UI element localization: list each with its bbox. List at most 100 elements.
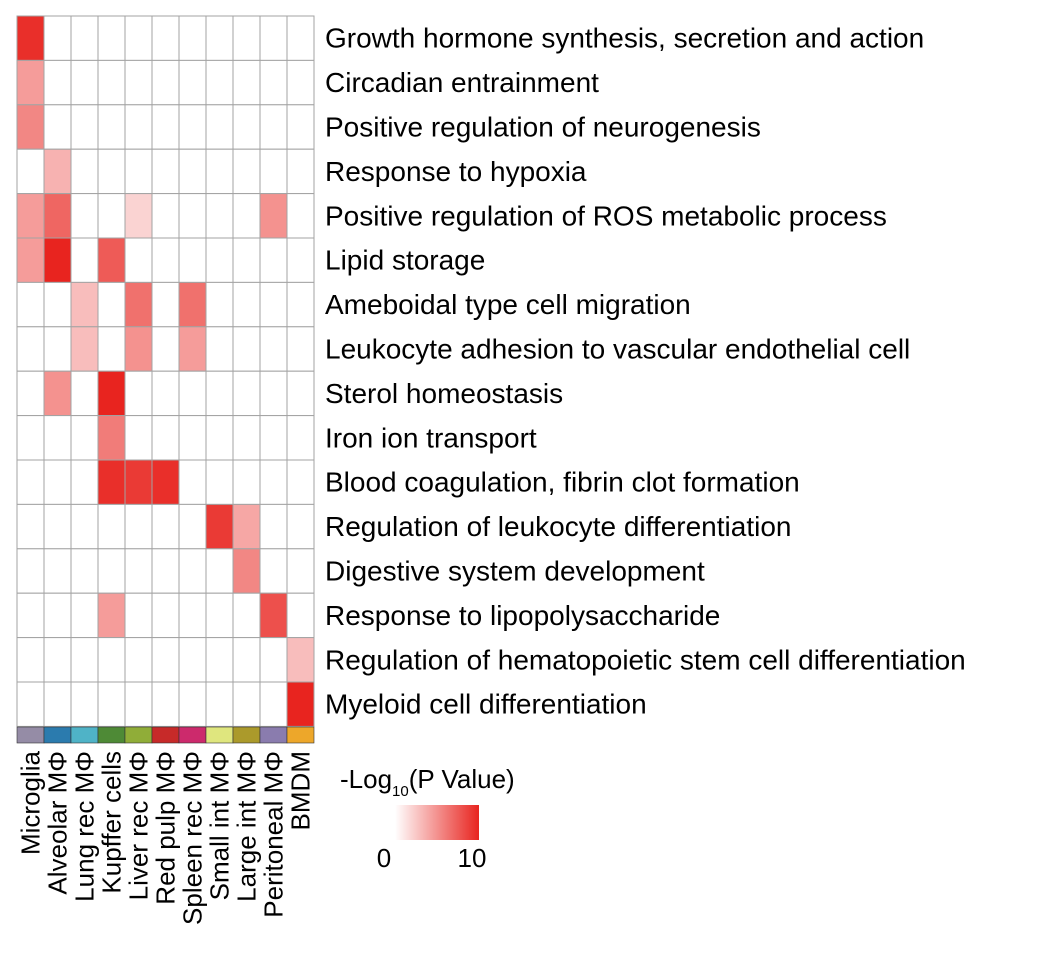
column-annotation-swatch [97, 726, 126, 744]
heatmap-cell [70, 370, 99, 417]
row-label: Blood coagulation, fibrin clot formation [325, 467, 800, 498]
heatmap-cell [259, 592, 288, 639]
row-label: Circadian entrainment [325, 67, 599, 98]
heatmap-cell [178, 637, 207, 683]
heatmap-cell [124, 326, 153, 372]
heatmap-cell [97, 15, 126, 61]
heatmap-cells [16, 15, 315, 727]
column-label: Small int MΦ [205, 751, 235, 900]
heatmap-cell [232, 148, 261, 195]
heatmap-cell [16, 237, 45, 283]
column-label: Lung rec MΦ [70, 751, 100, 902]
heatmap-cell [205, 104, 234, 150]
column-annotation-swatch [286, 726, 315, 744]
heatmap-cell [232, 370, 261, 417]
legend-min-label: 0 [377, 843, 391, 873]
heatmap-cell [259, 15, 288, 61]
heatmap-cell [151, 503, 180, 550]
heatmap-cell [97, 104, 126, 150]
heatmap-cell [124, 459, 153, 505]
heatmap-cell [259, 548, 288, 594]
heatmap-cell [232, 548, 261, 594]
row-label: Digestive system development [325, 556, 705, 587]
heatmap-cell [259, 637, 288, 683]
heatmap-cell [97, 548, 126, 594]
row-label: Myeloid cell differentiation [325, 689, 647, 720]
heatmap-cell [232, 104, 261, 150]
heatmap-cell [232, 15, 261, 61]
heatmap-cell [286, 370, 315, 417]
heatmap-cell [43, 415, 72, 461]
heatmap-cell [43, 637, 72, 683]
heatmap-cell [286, 15, 315, 61]
heatmap-cell [124, 370, 153, 417]
heatmap-cell [286, 548, 315, 594]
heatmap-cell [70, 592, 99, 639]
heatmap-cell [70, 237, 99, 283]
heatmap-cell [16, 281, 45, 328]
heatmap-cell [70, 637, 99, 683]
heatmap-cell [16, 548, 45, 594]
heatmap-cell [97, 237, 126, 283]
heatmap-cell [97, 281, 126, 328]
heatmap-cell [286, 59, 315, 106]
heatmap-cell [16, 193, 45, 239]
heatmap-cell [232, 281, 261, 328]
heatmap-cell [232, 681, 261, 727]
heatmap-cell [16, 370, 45, 417]
heatmap-cell [43, 237, 72, 283]
heatmap-cell [70, 503, 99, 550]
heatmap-cell [259, 503, 288, 550]
heatmap-cell [259, 148, 288, 195]
column-label: Spleen rec MΦ [178, 751, 208, 925]
heatmap-cell [205, 592, 234, 639]
heatmap-cell [43, 459, 72, 505]
heatmap-cell [232, 459, 261, 505]
row-label: Sterol homeostasis [325, 378, 563, 409]
heatmap-cell [124, 548, 153, 594]
heatmap-cell [151, 548, 180, 594]
heatmap-cell [151, 592, 180, 639]
heatmap-cell [16, 104, 45, 150]
heatmap-cell [286, 637, 315, 683]
heatmap-cell [178, 281, 207, 328]
heatmap-cell [124, 415, 153, 461]
column-annotation-swatch [259, 726, 288, 744]
legend-title: -Log10(P Value) [340, 764, 515, 800]
heatmap-cell [232, 193, 261, 239]
heatmap-cell [124, 592, 153, 639]
column-annotation-swatch [178, 726, 207, 744]
heatmap-cell [178, 459, 207, 505]
column-annotation-swatch [70, 726, 99, 744]
heatmap-cell [124, 148, 153, 195]
column-label: Alveolar MΦ [43, 751, 73, 895]
heatmap-cell [205, 681, 234, 727]
column-annotation-swatch [232, 726, 261, 744]
heatmap-cell [259, 370, 288, 417]
heatmap-cell [205, 637, 234, 683]
heatmap-cell [205, 548, 234, 594]
heatmap-cell [259, 59, 288, 106]
heatmap-cell [205, 237, 234, 283]
heatmap-cell [151, 15, 180, 61]
heatmap-cell [124, 281, 153, 328]
row-labels: Growth hormone synthesis, secretion and … [325, 23, 966, 720]
heatmap-cell [97, 59, 126, 106]
heatmap-cell [97, 326, 126, 372]
heatmap-cell [205, 15, 234, 61]
heatmap-cell [124, 59, 153, 106]
heatmap-cell [151, 681, 180, 727]
heatmap-cell [70, 459, 99, 505]
heatmap-cell [259, 326, 288, 372]
heatmap-cell [43, 281, 72, 328]
row-label: Regulation of leukocyte differentiation [325, 511, 791, 542]
column-label: Large int MΦ [232, 751, 262, 902]
column-annotation-swatch [151, 726, 180, 744]
heatmap-cell [151, 237, 180, 283]
heatmap-cell [16, 503, 45, 550]
heatmap-cell [205, 326, 234, 372]
heatmap-cell [205, 59, 234, 106]
heatmap-cell [70, 548, 99, 594]
row-label: Ameboidal type cell migration [325, 289, 691, 320]
